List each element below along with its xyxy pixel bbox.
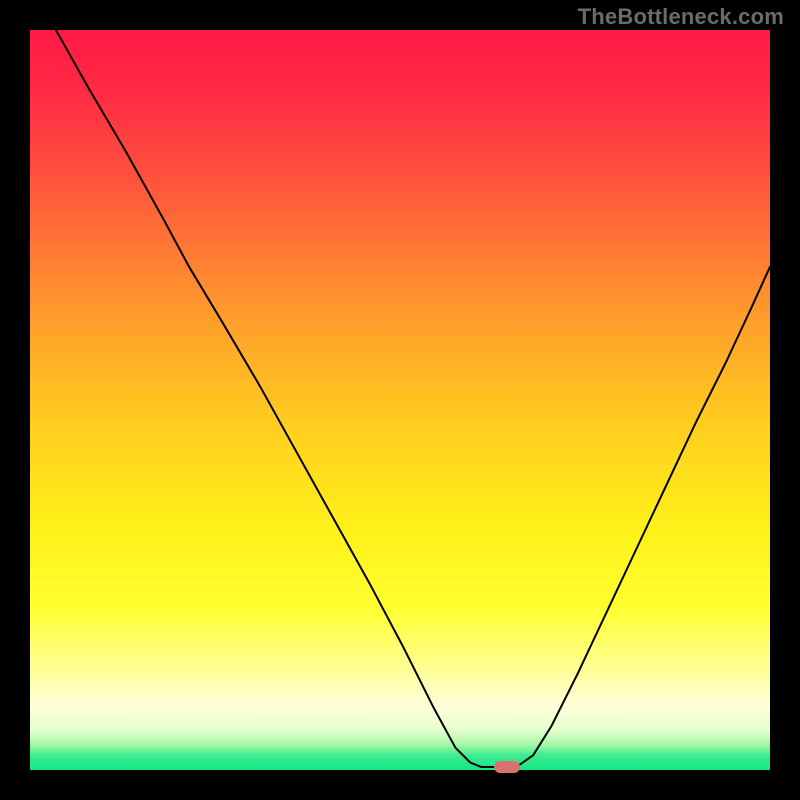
optimal-marker bbox=[494, 761, 520, 773]
bottleneck-curve bbox=[30, 30, 770, 770]
watermark-text: TheBottleneck.com bbox=[578, 4, 784, 30]
plot-area bbox=[30, 30, 770, 770]
chart-root: TheBottleneck.com bbox=[0, 0, 800, 800]
